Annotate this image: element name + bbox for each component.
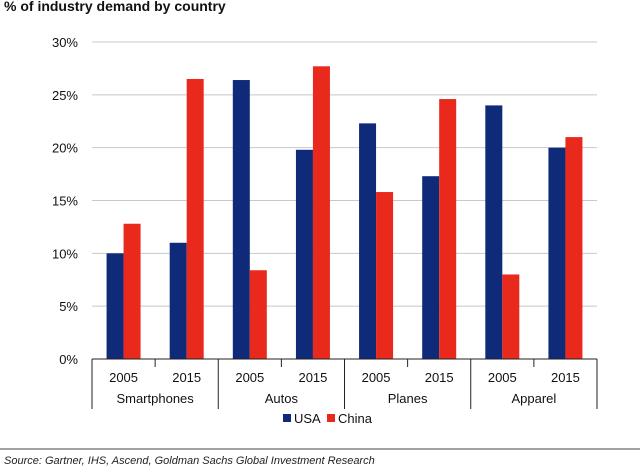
- bar-usa-2: [232, 80, 250, 359]
- y-tick-label: 0%: [59, 352, 78, 367]
- y-tick-label: 25%: [52, 88, 78, 103]
- y-tick-label: 15%: [52, 194, 78, 209]
- x-tick-label-year: 2015: [172, 370, 201, 385]
- x-tick-label-year: 2015: [551, 370, 580, 385]
- x-tick-label-year: 2005: [362, 370, 391, 385]
- y-tick-label: 10%: [52, 246, 78, 261]
- x-tick-label-year: 2015: [298, 370, 327, 385]
- bar-usa-5: [422, 176, 440, 359]
- y-axis-ticks: 0% 5% 10% 15% 20% 25% 30%: [52, 35, 78, 367]
- gridlines: [92, 41, 597, 307]
- x-group-label: Apparel: [511, 391, 556, 406]
- bar-usa-1: [169, 242, 187, 359]
- x-tick-label-year: 2005: [109, 370, 138, 385]
- legend: USA China: [283, 411, 373, 426]
- bar-usa-6: [485, 105, 503, 360]
- bar-usa-3: [295, 149, 313, 359]
- bar-china-7: [565, 137, 583, 359]
- legend-swatch-usa: [283, 414, 291, 422]
- x-group-label: Planes: [388, 391, 428, 406]
- x-axis: [91, 358, 598, 409]
- x-tick-label-year: 2015: [425, 370, 454, 385]
- x-tick-label-year: 2005: [235, 370, 264, 385]
- x-group-label: Smartphones: [116, 391, 194, 406]
- y-tick-label: 20%: [52, 141, 78, 156]
- bar-china-6: [502, 274, 520, 359]
- y-tick-label: 30%: [52, 35, 78, 50]
- bar-usa-0: [106, 253, 124, 359]
- bar-china-4: [376, 192, 394, 359]
- legend-label-china: China: [338, 411, 373, 426]
- source-note: Source: Gartner, IHS, Ascend, Goldman Sa…: [4, 455, 375, 467]
- legend-swatch-china: [327, 414, 335, 422]
- x-group-label: Autos: [265, 391, 299, 406]
- bar-china-3: [312, 66, 330, 359]
- bar-china-2: [249, 270, 267, 359]
- y-tick-label: 5%: [59, 299, 78, 314]
- legend-label-usa: USA: [294, 411, 321, 426]
- bar-china-1: [186, 78, 204, 359]
- bar-china-5: [439, 99, 457, 359]
- chart-title: % of industry demand by country: [4, 0, 226, 14]
- bar-usa-7: [548, 147, 566, 359]
- bar-china-0: [123, 223, 141, 359]
- bar-usa-4: [359, 123, 377, 359]
- bars: [106, 66, 583, 360]
- x-tick-label-year: 2005: [488, 370, 517, 385]
